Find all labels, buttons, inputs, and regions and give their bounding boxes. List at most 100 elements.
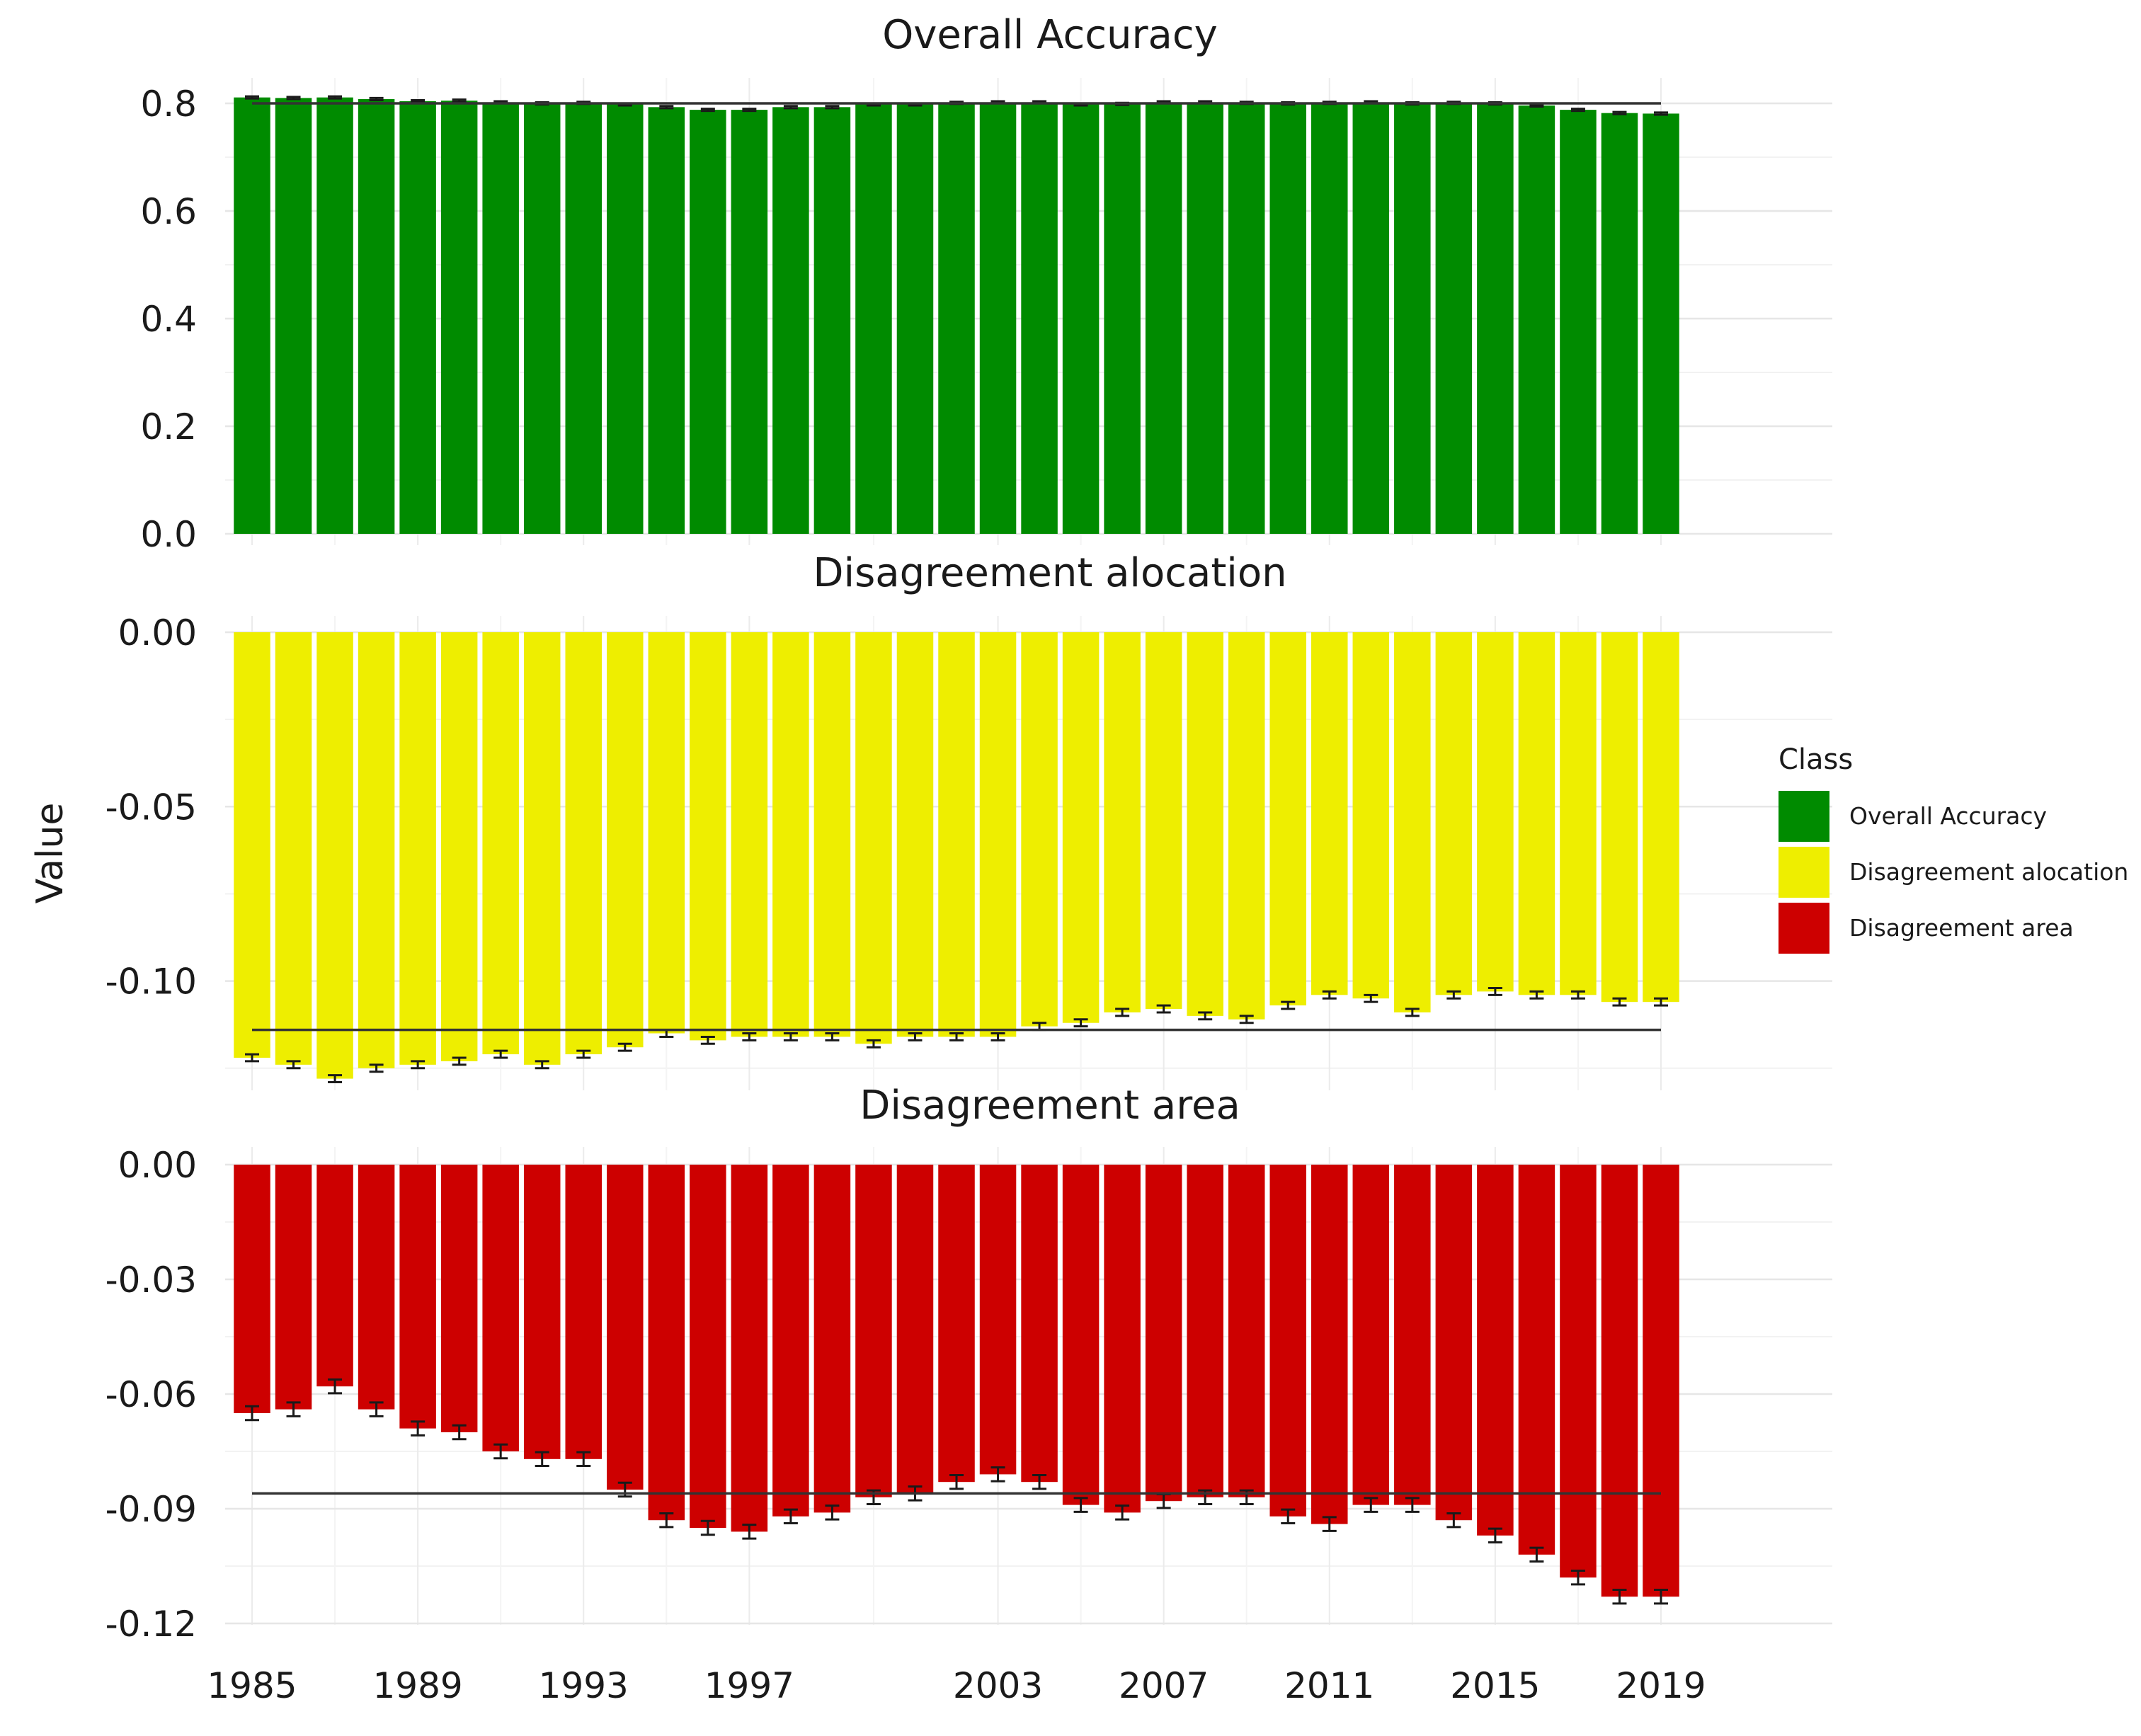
error-bar-1999 xyxy=(825,1032,840,1041)
error-bar-1999 xyxy=(825,105,840,110)
error-bar-1996 xyxy=(700,1035,715,1045)
error-bar-2001 xyxy=(908,1032,923,1041)
bar-1999 xyxy=(813,1165,851,1513)
y-axis-label: Value xyxy=(29,803,72,904)
error-bar-1998 xyxy=(783,1032,798,1041)
bar-1985 xyxy=(234,1165,270,1413)
panel-0: 0.0 0.2 0.4 0.6 0.8 Overall Accuracy xyxy=(140,12,1832,555)
error-bar-1990 xyxy=(452,1056,467,1066)
bar-1991 xyxy=(482,632,519,1055)
y-tick-label: 0.00 xyxy=(118,612,197,653)
error-bar-2019 xyxy=(1654,111,1668,116)
bar-1997 xyxy=(731,1165,768,1532)
bar-2013 xyxy=(1394,103,1431,534)
bar-2011 xyxy=(1311,632,1348,995)
error-bar-1995 xyxy=(659,105,674,110)
bar-1989 xyxy=(399,632,436,1065)
bar-1993 xyxy=(565,1165,602,1459)
y-tick-label: 0.6 xyxy=(140,191,197,232)
error-bar-2010 xyxy=(1281,1000,1296,1010)
bar-2015 xyxy=(1477,1165,1514,1536)
bar-2006 xyxy=(1104,103,1141,534)
bar-2000 xyxy=(855,1165,892,1497)
bar-1996 xyxy=(690,110,726,534)
error-bar-1998 xyxy=(783,105,798,110)
error-bar-2015 xyxy=(1488,1527,1502,1544)
x-tick-label: 2007 xyxy=(1119,1665,1209,1706)
bar-2014 xyxy=(1435,103,1473,535)
bar-2012 xyxy=(1352,632,1390,999)
bar-2014 xyxy=(1435,632,1473,995)
x-axis: 1985 1989 1993 1997 2003 2007 2011 2015 2019 xyxy=(207,1665,1706,1706)
bar-1996 xyxy=(690,632,726,1041)
bar-2008 xyxy=(1187,632,1223,1016)
y-tick-label: -0.12 xyxy=(105,1604,197,1645)
x-tick-label: 1989 xyxy=(372,1665,462,1706)
y-tick-label: 0.2 xyxy=(140,406,197,447)
bar-1999 xyxy=(813,632,851,1037)
bar-2019 xyxy=(1643,1165,1679,1597)
y-tick-label: 0.0 xyxy=(140,514,197,555)
x-tick-label: 1985 xyxy=(207,1665,297,1706)
panel-title: Overall Accuracy xyxy=(882,12,1218,58)
bar-2010 xyxy=(1269,103,1306,534)
error-bar-2016 xyxy=(1529,990,1544,1000)
bar-2015 xyxy=(1477,103,1514,534)
bar-1992 xyxy=(523,1165,561,1459)
error-bar-2009 xyxy=(1239,1015,1254,1024)
bar-1990 xyxy=(440,1165,478,1432)
error-bar-1985 xyxy=(245,1405,259,1422)
error-bar-1993 xyxy=(576,1049,591,1059)
x-tick-label: 2011 xyxy=(1284,1665,1374,1706)
panel-2: 0.00 -0.03 -0.06 -0.09 -0.12 Disagreement are… xyxy=(105,1083,1832,1645)
error-bar-1986 xyxy=(286,1401,301,1417)
error-bar-1998 xyxy=(783,1508,798,1525)
bar-2013 xyxy=(1394,632,1431,1012)
bar-2003 xyxy=(979,102,1017,535)
bar-1998 xyxy=(772,1165,809,1517)
bar-1997 xyxy=(731,110,768,534)
legend-swatch xyxy=(1779,903,1829,954)
bar-1987 xyxy=(316,632,353,1079)
bar-2015 xyxy=(1477,632,1514,992)
bar-1995 xyxy=(648,1165,685,1521)
error-bar-2017 xyxy=(1570,108,1585,113)
error-bar-1996 xyxy=(700,108,715,113)
bar-2009 xyxy=(1228,103,1265,535)
bar-1988 xyxy=(358,98,395,535)
bar-1994 xyxy=(607,1165,644,1490)
x-tick-label: 2015 xyxy=(1450,1665,1540,1706)
bar-1992 xyxy=(523,632,561,1065)
error-bar-1995 xyxy=(659,1512,674,1529)
bar-2010 xyxy=(1269,632,1306,1006)
bar-2001 xyxy=(896,1165,934,1494)
bar-2003 xyxy=(979,1165,1017,1475)
bar-2016 xyxy=(1518,632,1555,995)
bar-2005 xyxy=(1062,1165,1100,1505)
bar-1992 xyxy=(523,103,561,534)
bar-1993 xyxy=(565,103,602,535)
y-tick-label: 0.8 xyxy=(140,84,197,125)
legend-swatch xyxy=(1779,847,1829,898)
bar-1989 xyxy=(399,101,436,534)
error-bar-2013 xyxy=(1405,1007,1420,1017)
error-bar-2018 xyxy=(1612,110,1627,115)
error-bar-2000 xyxy=(866,1039,881,1049)
bar-2006 xyxy=(1104,632,1141,1012)
error-bar-1989 xyxy=(411,1060,426,1070)
error-bar-2007 xyxy=(1156,1004,1171,1014)
error-bar-1986 xyxy=(286,96,301,101)
bar-2017 xyxy=(1560,632,1597,995)
bar-2004 xyxy=(1021,632,1058,1027)
x-tick-label: 2003 xyxy=(953,1665,1043,1706)
error-bar-2006 xyxy=(1115,1007,1130,1017)
bar-2017 xyxy=(1560,110,1597,534)
bar-2016 xyxy=(1518,105,1555,535)
bar-1986 xyxy=(275,632,312,1065)
bar-1988 xyxy=(358,632,395,1068)
error-bar-1991 xyxy=(493,1443,508,1460)
y-tick-label: 0.00 xyxy=(118,1145,197,1186)
bar-1991 xyxy=(482,1165,519,1451)
bar-1999 xyxy=(813,107,851,534)
